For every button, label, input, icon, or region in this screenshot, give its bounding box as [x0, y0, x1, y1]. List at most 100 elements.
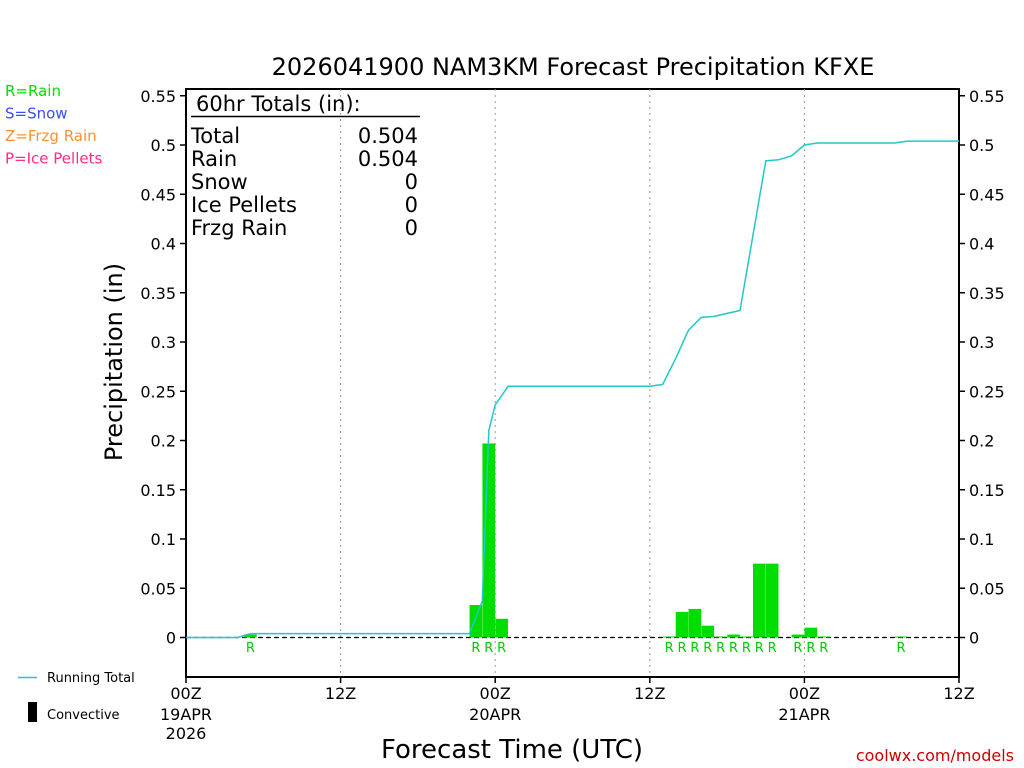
type-label-4: R: [665, 641, 674, 656]
source-credit: coolwx.com/models: [856, 746, 1014, 765]
type-label-12: R: [768, 641, 777, 656]
y-tick-label-right-4: 0.35: [969, 284, 1005, 303]
y-tick-label-right-1: 0.5: [969, 136, 994, 155]
running-total-line: [186, 140, 959, 639]
y-axis-label: Precipitation (in): [100, 263, 128, 461]
type-label-7: R: [703, 641, 712, 656]
convective-legend-label: Convective: [47, 708, 120, 723]
y-tick-label-right-7: 0.2: [969, 432, 994, 451]
x-tick-label-2: 00Z: [480, 684, 511, 703]
type-label-2: R: [484, 641, 493, 656]
bar-11: [752, 563, 766, 638]
bar-10: [740, 636, 753, 638]
x-tick-label-3: 12Z: [634, 684, 665, 703]
bar-14: [804, 627, 818, 638]
type-label-15: R: [819, 641, 828, 656]
y-tick-label-left-1: 0.5: [151, 136, 176, 155]
bar-4: [662, 636, 676, 638]
x-tick-date-0: 19APR: [160, 705, 212, 724]
y-tick-label-right-3: 0.4: [969, 235, 994, 254]
bar-12: [765, 563, 779, 638]
vertical-gridlines: [340, 89, 805, 677]
bar-7: [701, 625, 715, 638]
y-tick-label-right-8: 0.15: [969, 481, 1005, 500]
x-tick-label-4: 00Z: [789, 684, 820, 703]
x-tick-year-0: 2026: [166, 724, 207, 743]
y-tick-label-right-5: 0.3: [969, 333, 994, 352]
series-legend: Running Total Convective: [18, 671, 135, 723]
bar-1: [469, 604, 483, 638]
y-tick-label-left-8: 0.15: [140, 481, 176, 500]
totals-label-2: Snow: [191, 170, 248, 194]
totals-value-4: 0: [405, 216, 418, 240]
type-label-9: R: [729, 641, 738, 656]
y-tick-label-left-9: 0.1: [151, 530, 176, 549]
type-label-6: R: [690, 641, 699, 656]
y-tick-label-right-2: 0.45: [969, 185, 1005, 204]
type-legend-2: Z=Frzg Rain: [5, 127, 97, 145]
y-tick-label-left-0: 0.55: [140, 87, 176, 106]
y-tick-label-left-6: 0.25: [140, 382, 176, 401]
y-axis-left: 0.55 0.5 0.45 0.4 0.35 0.3 0.25 0.2 0.15 0.1 0.05 0: [140, 87, 186, 648]
totals-box: 60hr Totals (in): Total 0.504 Rain 0.504 Sno…: [190, 92, 420, 240]
x-tick-date-2: 20APR: [469, 705, 521, 724]
bar-15: [817, 636, 831, 638]
type-label-11: R: [755, 641, 764, 656]
plot-frame: [185, 88, 960, 678]
chart-title: 2026041900 NAM3KM Forecast Precipitation…: [272, 53, 875, 81]
bar-8: [714, 636, 727, 638]
bar-0: [244, 634, 257, 638]
bar-16: [894, 636, 908, 638]
type-legend-3: P=Ice Pellets: [5, 150, 102, 168]
y-tick-label-right-11: 0: [969, 629, 979, 648]
y-tick-label-left-2: 0.45: [140, 185, 176, 204]
bar-2: [482, 443, 496, 638]
y-tick-label-right-6: 0.25: [969, 382, 1005, 401]
bar-5: [675, 611, 689, 638]
totals-label-4: Frzg Rain: [191, 216, 287, 240]
y-tick-label-left-4: 0.35: [140, 284, 176, 303]
totals-heading: 60hr Totals (in):: [196, 92, 361, 116]
y-tick-label-left-11: 0: [166, 629, 176, 648]
bar-3: [495, 618, 508, 638]
x-tick-label-1: 12Z: [325, 684, 356, 703]
y-tick-label-right-10: 0.05: [969, 579, 1005, 598]
x-axis-label: Forecast Time (UTC): [381, 735, 643, 765]
type-legend-0: R=Rain: [5, 82, 61, 100]
x-tick-label-0: 00Z: [170, 684, 201, 703]
y-tick-label-right-9: 0.1: [969, 530, 994, 549]
y-tick-label-left-5: 0.3: [151, 333, 176, 352]
type-label-10: R: [742, 641, 751, 656]
totals-label-1: Rain: [191, 147, 237, 171]
bar-13: [791, 634, 805, 638]
type-label-8: R: [716, 641, 725, 656]
y-tick-label-left-3: 0.4: [151, 235, 176, 254]
type-label-14: R: [806, 641, 815, 656]
bar-6: [688, 608, 702, 638]
y-tick-label-left-7: 0.2: [151, 432, 176, 451]
type-label-0: R: [246, 641, 255, 656]
precip-type-legend: R=Rain S=Snow Z=Frzg Rain P=Ice Pellets: [5, 82, 102, 168]
y-tick-label-right-0: 0.55: [969, 87, 1005, 106]
type-label-5: R: [677, 641, 686, 656]
totals-value-1: 0.504: [358, 147, 418, 171]
bar-9: [727, 634, 740, 638]
running-total-legend-label: Running Total: [47, 671, 135, 686]
totals-label-0: Total: [190, 124, 240, 148]
type-legend-1: S=Snow: [5, 105, 68, 123]
x-tick-label-5: 12Z: [943, 684, 974, 703]
totals-label-3: Ice Pellets: [191, 193, 297, 217]
totals-value-0: 0.504: [358, 124, 418, 148]
y-tick-label-left-10: 0.05: [140, 579, 176, 598]
y-axis-right: 0.55 0.5 0.45 0.4 0.35 0.3 0.25 0.2 0.15 0.1 0.05 0: [959, 87, 1005, 648]
x-tick-date-4: 21APR: [778, 705, 830, 724]
totals-value-3: 0: [405, 193, 418, 217]
convective-legend-swatch: [28, 702, 37, 722]
type-label-3: R: [497, 641, 506, 656]
totals-value-2: 0: [405, 170, 418, 194]
bar-series: [244, 443, 908, 638]
type-label-1: R: [471, 641, 480, 656]
